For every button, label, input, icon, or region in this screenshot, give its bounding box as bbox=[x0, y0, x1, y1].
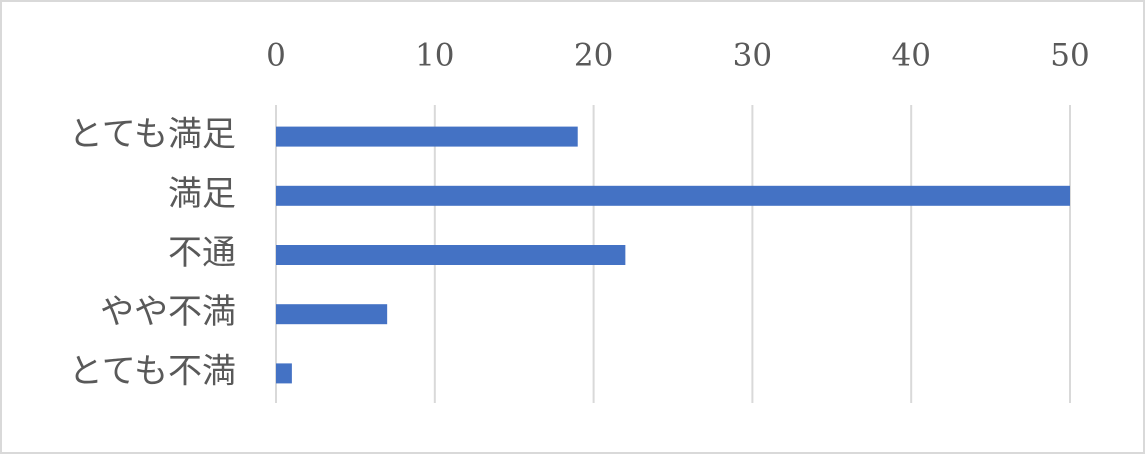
bar bbox=[276, 245, 626, 265]
y-tick-label: とても満足 bbox=[69, 115, 236, 155]
bar bbox=[276, 304, 388, 325]
x-tick-label: 20 bbox=[574, 38, 613, 74]
bar bbox=[276, 126, 578, 147]
bar bbox=[276, 185, 1070, 206]
y-tick-label: とても不満 bbox=[69, 351, 236, 391]
x-tick-label: 40 bbox=[891, 38, 930, 74]
y-tick-label: やや不満 bbox=[100, 292, 236, 332]
y-tick-label: 満足 bbox=[168, 174, 236, 214]
x-tick-label: 10 bbox=[415, 38, 454, 74]
x-tick-label: 50 bbox=[1050, 38, 1089, 74]
y-tick-label: 不通 bbox=[168, 233, 236, 273]
x-tick-label: 30 bbox=[733, 38, 772, 74]
x-tick-label: 0 bbox=[266, 38, 286, 74]
bar bbox=[276, 363, 292, 384]
